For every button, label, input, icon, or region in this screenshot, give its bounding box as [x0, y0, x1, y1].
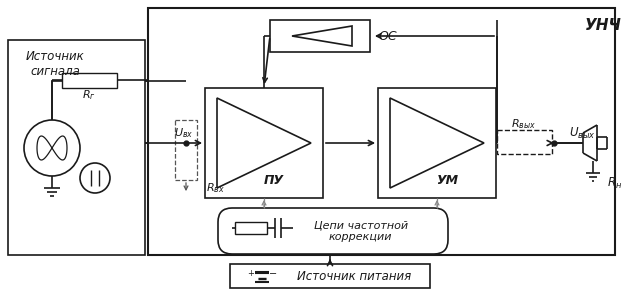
Bar — [205, 88, 323, 198]
Text: Источник питания: Источник питания — [297, 269, 411, 283]
Text: $R_{вх}$: $R_{вх}$ — [205, 181, 225, 195]
Bar — [270, 20, 370, 52]
Text: УНЧ: УНЧ — [585, 18, 621, 33]
Text: +: + — [248, 269, 254, 278]
Bar — [378, 88, 496, 198]
Text: Цепи частотной
коррекции: Цепи частотной коррекции — [313, 220, 408, 242]
Text: $U_{вх}$: $U_{вх}$ — [175, 126, 194, 140]
Text: $R_н$: $R_н$ — [607, 175, 623, 191]
Bar — [62, 73, 117, 88]
Text: $R_г$: $R_г$ — [82, 88, 96, 102]
Bar — [230, 264, 430, 288]
Text: ОС: ОС — [379, 29, 397, 42]
Bar — [235, 222, 267, 234]
Text: УМ: УМ — [436, 173, 458, 187]
Bar — [175, 120, 197, 180]
Bar — [8, 40, 145, 255]
Bar — [148, 8, 615, 255]
Text: −: − — [269, 269, 277, 279]
Text: $U_{вых}$: $U_{вых}$ — [569, 125, 595, 141]
FancyBboxPatch shape — [218, 208, 448, 254]
Text: $R_{вых}$: $R_{вых}$ — [512, 117, 537, 131]
Text: ПУ: ПУ — [264, 173, 284, 187]
Text: Источник
сигнала: Источник сигнала — [26, 50, 84, 78]
Bar — [497, 130, 552, 154]
